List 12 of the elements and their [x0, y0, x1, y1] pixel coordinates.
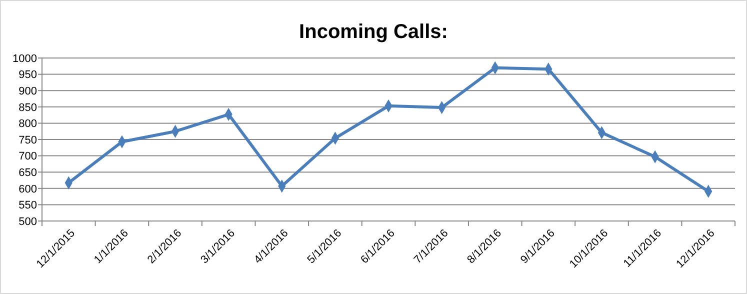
y-tick-label: 500: [18, 216, 37, 228]
y-tick-label: 550: [18, 200, 37, 212]
y-tick-label: 750: [18, 134, 37, 146]
chart-title: Incoming Calls:: [299, 21, 448, 43]
y-tick-label: 950: [18, 69, 37, 82]
y-tick-label: 700: [18, 150, 37, 163]
y-tick-label: 1000: [12, 52, 37, 65]
y-tick-label: 800: [18, 118, 37, 130]
y-tick-label: 850: [18, 102, 37, 114]
y-tick-label: 600: [18, 183, 37, 196]
y-tick-label: 900: [18, 85, 37, 98]
y-tick-label: 650: [18, 166, 37, 179]
